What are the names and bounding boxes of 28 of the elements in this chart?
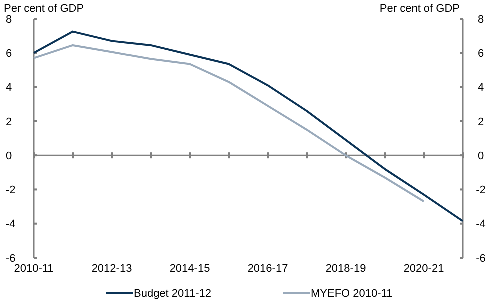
y-tick-label: -6 [6,252,16,265]
y-tick-label: 4 [6,82,12,94]
y2-tick-label: -2 [476,184,486,197]
y-tick-label: 8 [6,14,12,26]
y2-tick-label: -4 [476,218,486,231]
y-tick-label: 2 [6,116,12,128]
legend-label: Budget 2011-12 [134,288,212,300]
y-axis-title: Per cent of GDP [4,3,84,15]
y-tick-label: -2 [6,184,16,197]
x-tick-label: 2018-19 [326,263,366,275]
y-tick-label: 0 [6,150,12,162]
x-tick-label: 2020-21 [404,263,444,275]
y2-tick-label: 6 [478,48,484,60]
y-tick-label: -4 [6,218,16,231]
x-tick-label: 2012-13 [92,263,132,275]
x-tick-label: 2010-11 [14,263,54,275]
y2-tick-label: 2 [478,116,484,128]
y2-axis-title: Per cent of GDP [380,3,460,15]
legend-label: MYEFO 2010-11 [311,288,393,300]
y2-tick-label: 8 [478,14,484,26]
line-series [33,44,425,203]
line-series [33,30,464,222]
y2-tick-label: 0 [478,150,484,162]
y2-tick-label: -6 [476,252,486,265]
y2-tick-label: 4 [478,82,484,94]
y-tick-label: 6 [6,48,12,60]
x-tick-label: 2016-17 [248,263,288,275]
x-tick-label: 2014-15 [170,263,210,275]
